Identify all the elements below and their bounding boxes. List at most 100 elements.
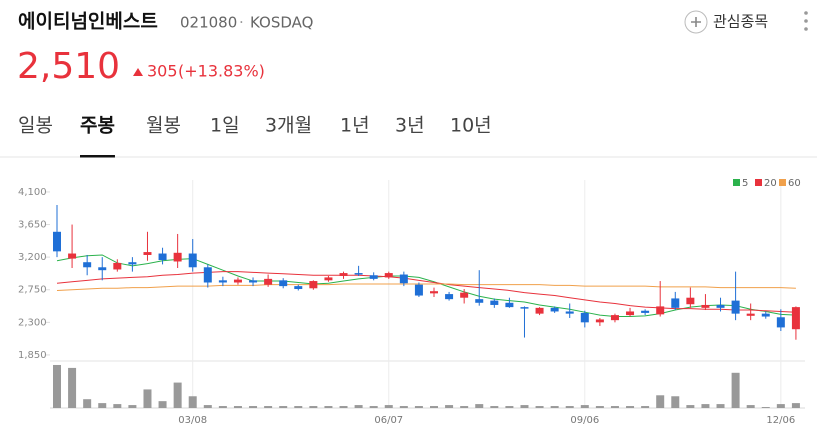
volume-bar (339, 406, 348, 408)
candle-body (475, 299, 484, 303)
candle-body (384, 273, 393, 278)
volume-bar (53, 364, 61, 408)
volume-bar (158, 401, 167, 408)
ma-line (56, 254, 796, 318)
volume-bar (218, 406, 227, 408)
candle-body (520, 307, 529, 309)
y-tick-label: 2,750 (18, 285, 47, 296)
candle-body (490, 300, 499, 305)
x-tick-label: 06/07 (374, 415, 403, 426)
volume-bar (173, 382, 182, 408)
tab[interactable]: 일봉 (18, 115, 53, 137)
tab[interactable]: 1년 (340, 115, 370, 137)
candle-body (656, 306, 665, 315)
tab[interactable]: 3개월 (265, 115, 312, 137)
tab[interactable]: 월봉 (146, 115, 181, 137)
candle-body (460, 292, 469, 298)
x-tick-label: 03/08 (178, 415, 207, 426)
volume-bar (68, 367, 77, 408)
candle-body (324, 277, 333, 281)
market: KOSDAQ (250, 14, 313, 32)
candle-body (414, 284, 423, 296)
candle-body (610, 315, 619, 321)
candle-body (776, 317, 785, 328)
x-tick-label: 09/06 (570, 415, 599, 426)
candle-body (233, 279, 242, 283)
volume-bar (203, 405, 212, 408)
tab[interactable]: 1일 (210, 115, 240, 137)
candle-body (641, 310, 650, 313)
candle-body (565, 311, 574, 314)
candle-body (53, 231, 61, 252)
volume-bar (475, 404, 484, 408)
candle-body (626, 311, 635, 316)
volume-bar (249, 406, 258, 408)
stock-code: 021080 (180, 14, 237, 32)
candle-body (430, 291, 438, 294)
volume-bar (716, 404, 725, 408)
volume-bar (490, 406, 499, 408)
tab[interactable]: 3년 (395, 115, 425, 137)
volume-bar (535, 406, 544, 408)
volume-bar (565, 406, 574, 408)
volume-bar (520, 405, 529, 408)
up-arrow (133, 68, 143, 76)
candle-body (686, 297, 695, 305)
candle-body (98, 267, 107, 271)
legend-label: 60 (788, 178, 801, 189)
candle-body (264, 278, 273, 285)
volume-bar (595, 406, 604, 408)
volume-bar (98, 403, 107, 408)
candle-body (550, 307, 559, 312)
candle-body (188, 253, 197, 268)
candle-body (173, 252, 182, 262)
separator: · (239, 14, 244, 32)
y-tick-label: 1,850 (18, 350, 47, 361)
candle-body (203, 267, 212, 283)
candle-body (83, 262, 92, 268)
volume-bar (550, 406, 559, 408)
tab-underline (80, 155, 115, 158)
volume-bar (761, 407, 770, 408)
plus-circle (684, 10, 708, 34)
tab[interactable]: 주봉 (80, 115, 115, 137)
candle-body (746, 313, 755, 316)
candle-body (339, 273, 348, 276)
volume-bar (776, 404, 785, 408)
candle-body (445, 294, 454, 300)
volume-bar (294, 406, 303, 408)
candle-body (505, 302, 514, 308)
volume-bar (731, 372, 740, 408)
legend-swatch (755, 179, 762, 186)
candle-body (369, 275, 378, 279)
candle-body (731, 300, 740, 314)
y-tick-label: 3,650 (18, 220, 47, 231)
volume-bar (505, 406, 514, 408)
x-tick-label: 12/06 (766, 415, 795, 426)
candle-body (113, 262, 122, 270)
ma-line (56, 271, 796, 313)
tab[interactable]: 10년 (450, 115, 492, 137)
watch-label: 관심종목 (713, 13, 768, 31)
volume-bar (671, 396, 680, 408)
candle-body (128, 262, 137, 265)
volume-bar (399, 406, 408, 408)
more-menu[interactable] (804, 11, 808, 31)
volume-bar (128, 405, 137, 408)
change: 305 (147, 62, 178, 81)
volume-bar (414, 406, 423, 408)
volume-bar (610, 406, 619, 408)
watch-button[interactable]: 관심종목 (684, 10, 768, 34)
volume-bar (113, 404, 122, 408)
candle-body (535, 307, 544, 314)
volume-bar (430, 406, 438, 408)
volume-bar (279, 406, 288, 408)
candle-body (279, 280, 288, 287)
candle-body (595, 319, 604, 323)
candle-body (218, 280, 227, 283)
candle-body (68, 253, 77, 259)
candle-body (399, 274, 408, 284)
y-tick-label: 2,300 (18, 317, 47, 328)
volume-bar (641, 406, 650, 408)
volume-bar (746, 405, 755, 408)
